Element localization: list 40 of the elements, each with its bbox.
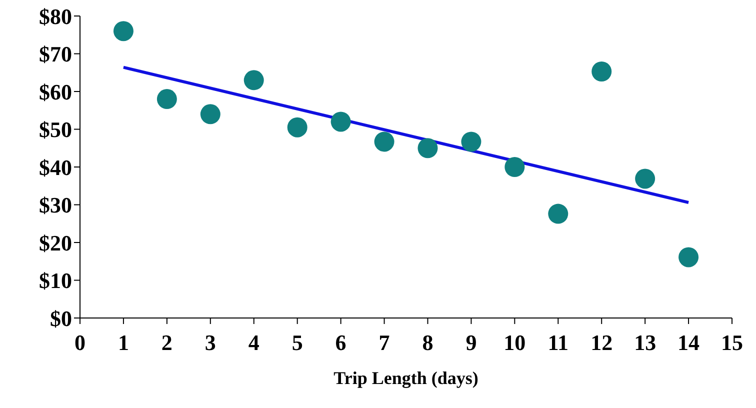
point <box>287 117 308 138</box>
point <box>244 70 264 90</box>
x-tick-label: 12 <box>590 330 613 355</box>
x-tick-label: 5 <box>292 330 303 355</box>
point <box>156 89 177 110</box>
x-tick-label: 13 <box>634 330 656 355</box>
y-tick-label: $20 <box>39 230 72 256</box>
point <box>113 21 134 42</box>
point <box>200 104 220 124</box>
point <box>635 168 656 189</box>
y-tick-label: $30 <box>39 192 72 218</box>
y-tick-label: $10 <box>39 268 72 294</box>
x-tick-label: 10 <box>504 330 526 355</box>
x-tick-label: 14 <box>678 330 700 355</box>
point <box>592 61 612 82</box>
x-tick-label: 11 <box>548 330 569 355</box>
x-tick-label: 4 <box>248 330 260 355</box>
y-tick-label: $0 <box>50 306 72 331</box>
x-tick-label: 6 <box>335 330 346 355</box>
x-tick-label: 3 <box>204 330 216 355</box>
point <box>461 132 482 152</box>
x-tick-label: 9 <box>466 330 477 355</box>
point <box>374 132 394 152</box>
x-tick-label: 7 <box>378 330 390 355</box>
point <box>418 138 438 158</box>
y-tick-label: $70 <box>39 42 72 67</box>
point <box>504 157 525 177</box>
x-tick-label: 15 <box>721 330 743 355</box>
x-axis-title: Trip Length (days) <box>334 368 478 388</box>
x-tick-label: 8 <box>422 330 434 355</box>
y-tick-label: $40 <box>39 154 72 180</box>
point <box>548 204 568 224</box>
y-tick-label: $80 <box>39 4 72 29</box>
x-tick-label: 1 <box>118 330 129 355</box>
y-tick-label: $50 <box>39 117 72 142</box>
x-tick-label: 2 <box>161 330 172 355</box>
x-tick-label: 0 <box>74 330 86 355</box>
point <box>678 247 699 268</box>
point <box>330 112 351 132</box>
y-tick-label: $60 <box>39 79 72 104</box>
